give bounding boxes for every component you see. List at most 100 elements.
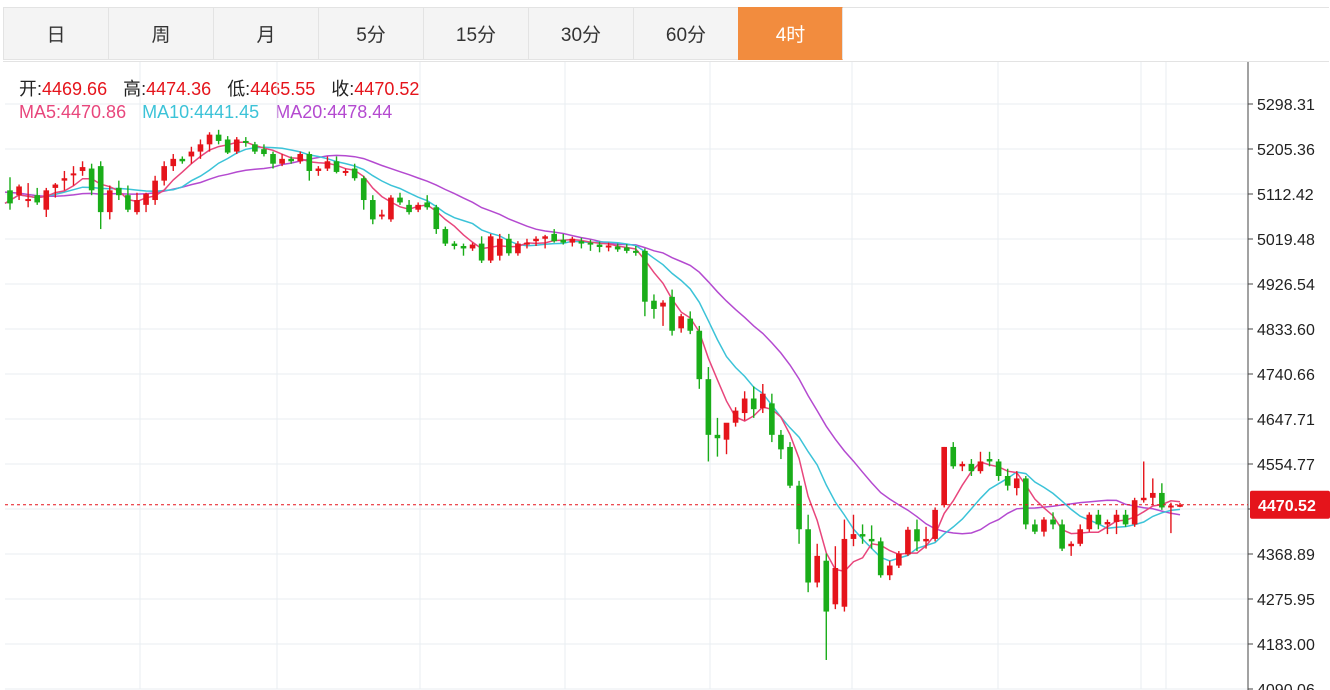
period-tab-4[interactable]: 5分 [318,7,423,60]
candle [905,526,911,556]
candle-body [451,243,458,247]
y-tick-label: 4554.77 [1257,457,1315,474]
candle-body [1159,492,1165,508]
ma10-value: 4441.45 [194,102,260,122]
candle-body [551,233,557,242]
candle-body [1023,478,1029,525]
candle [1068,541,1074,556]
candle-body [106,190,113,213]
tab-bar-filler [843,7,1329,60]
candle [1113,509,1120,535]
period-tab-2[interactable]: 周 [108,7,213,60]
candle-body [16,186,22,196]
period-tab-7[interactable]: 60分 [633,7,738,60]
candle-body [88,168,95,191]
candle-body [1104,521,1111,525]
candle [1149,478,1156,506]
candle [723,422,730,455]
low-label: 低: [227,79,251,99]
candle-body [388,197,394,220]
candle [977,451,984,474]
candle-body [460,246,467,249]
candle-body [415,204,421,210]
candle [415,202,421,213]
candle-body [515,243,521,254]
candle-body [578,241,585,244]
candle-body [1122,514,1129,525]
candle [433,204,440,234]
candle-body [832,567,839,605]
candle-body [70,173,77,176]
candle [886,560,893,581]
candle [868,525,875,549]
candle-body [633,250,639,253]
candle [1013,471,1020,496]
period-tab-1[interactable]: 日 [3,7,108,60]
candle [524,238,530,249]
candle [714,417,721,457]
candle [460,243,467,256]
candle [170,154,177,171]
candle [1122,509,1129,527]
candle [1177,502,1183,508]
candle [478,236,485,263]
candle-body [43,190,50,210]
low-value: 4465.55 [250,79,316,99]
candle [1059,519,1065,552]
candle [79,161,86,176]
candle [1168,502,1174,534]
y-tick-label: 4740.66 [1257,367,1315,384]
candle-body [1095,514,1102,525]
candle [270,151,276,169]
candle [52,183,59,198]
candle-body [261,149,267,155]
candle [252,141,258,155]
period-tab-3[interactable]: 月 [213,7,318,60]
candle [1131,497,1138,527]
candle-body [859,534,866,537]
candle [161,161,167,186]
candle-body [1032,524,1038,532]
ma5-value: 4470.86 [61,102,127,122]
y-tick-label: 4090.06 [1257,682,1315,690]
candle-body [369,200,376,220]
candle-body [1077,529,1084,544]
candle-body [469,244,476,249]
candle-body [732,410,739,423]
candle [134,192,140,215]
candle [1086,512,1093,532]
candle-body [805,529,811,583]
candle [832,546,839,610]
close-label: 收: [331,79,355,99]
candle-body [714,434,721,439]
candle [360,175,367,210]
candle-body [932,509,938,539]
candle [896,551,902,568]
period-tab-5[interactable]: 15分 [423,7,528,60]
ma20-label: MA20: [275,102,328,122]
candle [188,146,195,164]
candle-body [224,139,231,153]
candle-body [206,134,213,145]
candle [233,137,240,155]
candle-body [705,379,712,435]
ma5-label: MA5: [19,102,62,122]
candle [1104,519,1111,535]
candle-body [496,238,503,256]
candle [324,156,331,171]
y-tick-label: 4275.95 [1257,592,1315,609]
candle-body [533,238,539,242]
candle [1077,524,1084,547]
candle-body [7,190,13,204]
candle-body [660,302,666,307]
candle-body [723,422,730,440]
period-tab-8[interactable]: 4时 [738,7,843,60]
candle-body [841,538,848,607]
period-tab-6[interactable]: 30分 [528,7,633,60]
candle [397,192,403,205]
candle [106,185,113,220]
y-tick-label: 4183.00 [1257,637,1315,654]
candle [932,507,938,542]
candle [43,187,50,217]
